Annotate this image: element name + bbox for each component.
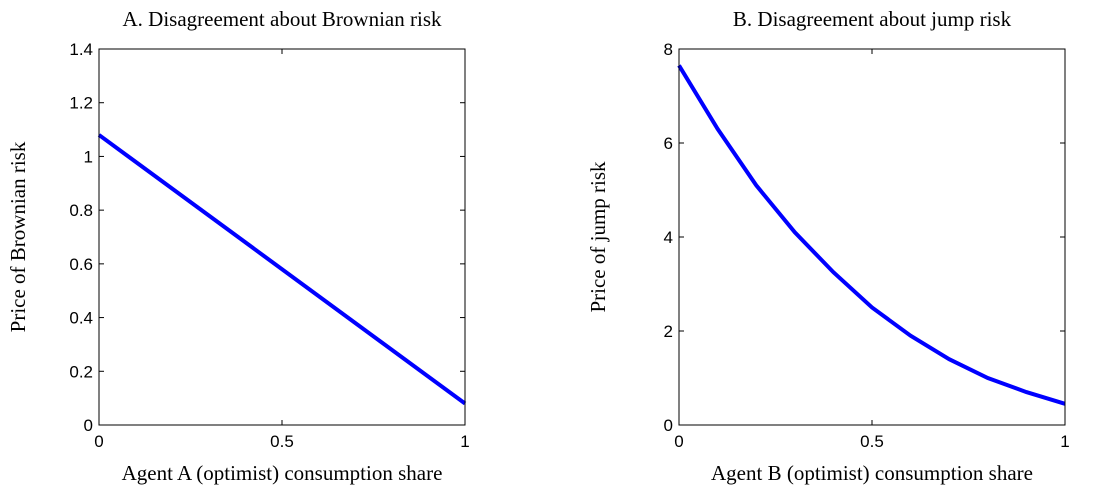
y-tick-label: 1 xyxy=(84,147,93,166)
x-tick-label: 0.5 xyxy=(860,432,884,451)
x-axis-label: Agent B (optimist) consumption share xyxy=(711,461,1033,485)
y-tick-label: 0.2 xyxy=(69,362,93,381)
y-tick-label: 6 xyxy=(664,134,673,153)
x-tick-label: 1 xyxy=(460,432,469,451)
chart-title: A. Disagreement about Brownian risk xyxy=(122,7,442,31)
y-tick-label: 8 xyxy=(664,40,673,59)
y-axis-label: Price of Brownian risk xyxy=(6,141,30,332)
x-axis-label: Agent A (optimist) consumption share xyxy=(122,461,443,485)
x-tick-label: 0 xyxy=(674,432,683,451)
x-tick-label: 0 xyxy=(94,432,103,451)
y-tick-label: 4 xyxy=(664,228,673,247)
y-tick-label: 1.4 xyxy=(69,40,93,59)
y-tick-label: 0.6 xyxy=(69,255,93,274)
y-tick-label: 0 xyxy=(664,416,673,435)
series-line xyxy=(677,64,1066,406)
y-tick-label: 1.2 xyxy=(69,94,93,113)
series-line xyxy=(97,133,467,406)
y-tick-label: 0 xyxy=(84,416,93,435)
y-tick-label: 0.4 xyxy=(69,309,93,328)
x-tick-label: 0.5 xyxy=(270,432,294,451)
y-axis-label: Price of jump risk xyxy=(586,161,610,313)
plot-frame xyxy=(98,48,466,426)
chart-title: B. Disagreement about jump risk xyxy=(733,7,1012,31)
plot-frame xyxy=(678,48,1066,426)
x-tick-label: 1 xyxy=(1060,432,1069,451)
y-tick-label: 0.8 xyxy=(69,201,93,220)
y-tick-label: 2 xyxy=(664,322,673,341)
